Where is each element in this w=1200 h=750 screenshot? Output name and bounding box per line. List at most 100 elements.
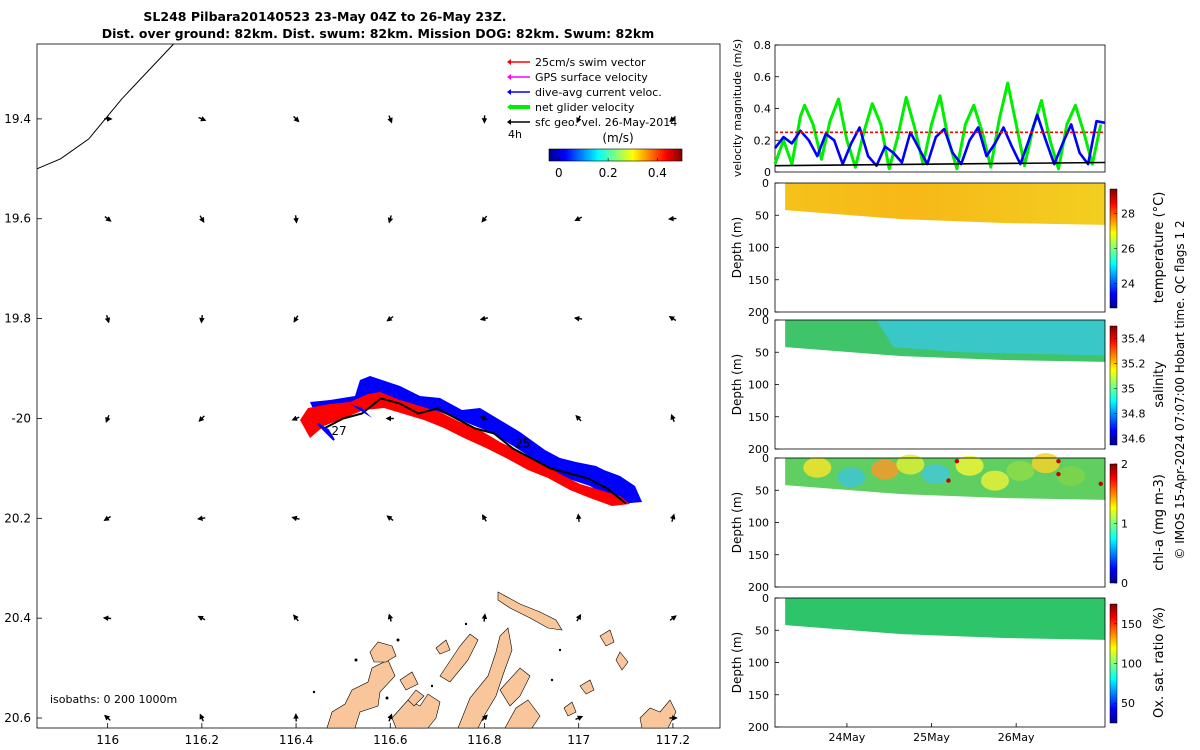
legend-label-0: 25cm/s swim vector xyxy=(535,56,646,69)
legend-label-2: dive-avg current veloc. xyxy=(535,86,662,99)
section-y-tick-label: 150 xyxy=(748,274,769,287)
map-vector-field xyxy=(102,115,678,722)
vector-arrow xyxy=(105,414,111,424)
map-glider-track: 27 25 xyxy=(300,376,642,506)
chl-blob xyxy=(871,459,899,480)
map-y-tick-label: 20.4 xyxy=(4,611,31,625)
section-ylabel-0: Depth (m) xyxy=(730,217,744,278)
vector-arrow xyxy=(575,613,582,622)
map-colorbar-tick-label: 0.2 xyxy=(599,166,618,180)
map-x-tick-label: 117.2 xyxy=(656,733,690,747)
section-x-tick-label: 25May xyxy=(913,731,950,744)
vector-arrow xyxy=(387,613,394,622)
velocity-series-3 xyxy=(774,161,1106,167)
chl-high-point xyxy=(1098,481,1103,486)
vector-arrow xyxy=(481,215,488,223)
chl-blob xyxy=(803,457,832,478)
section-y-tick-label: 200 xyxy=(748,721,769,734)
velocity-axes-box xyxy=(774,44,1106,173)
vector-arrow xyxy=(291,515,300,522)
section-colorbar-1 xyxy=(1109,325,1118,446)
velocity-series-1 xyxy=(773,113,1106,167)
section-colorbar-label-2: chl-a (mg m-3) xyxy=(1152,474,1167,571)
section-y-tick-label: 100 xyxy=(748,379,769,392)
chl-blob xyxy=(896,454,925,475)
section-colorbar-label-3: Ox. sat. ratio (%) xyxy=(1152,607,1167,718)
map-y-tick-label: 19.4 xyxy=(4,112,31,126)
map-y-ticks: 19.4 19.6 19.8 -20 20.2 20.4 20.6 xyxy=(4,112,42,725)
section-x-tick-label: 24May xyxy=(829,731,866,744)
map-panel: SL248 Pilbara20140523 23-May 04Z to 26-M… xyxy=(4,9,721,747)
section-ylabel-1: Depth (m) xyxy=(730,354,744,415)
section-y-tick-label: 100 xyxy=(748,657,769,670)
vector-arrow xyxy=(293,614,299,622)
section-y-tick-label: 150 xyxy=(748,411,769,424)
chl-high-point xyxy=(1056,459,1061,464)
footer-text: © IMOS 15-Apr-2024 07:07:00 Hobart time.… xyxy=(1173,220,1187,559)
map-x-tick-label: 116.2 xyxy=(185,733,219,747)
vector-arrow xyxy=(575,414,582,422)
section-panel-3: 0 50 100 150 200 Depth (m) 50 100 150 Ox. sat. ra… xyxy=(730,592,1167,744)
section-panel-0: 0 50 100 150 200 Depth (m) 24 26 28 temperature (… xyxy=(730,177,1167,319)
map-axes-box xyxy=(36,43,721,729)
section-y-tick-label: 0 xyxy=(762,452,769,465)
section-y-tick-label: 200 xyxy=(748,581,769,594)
section-y-tick-label: 150 xyxy=(748,689,769,702)
map-colorbar-tick-label: 0 xyxy=(555,166,563,180)
section-colorbar-tick-label: 28 xyxy=(1121,208,1135,221)
vector-arrow xyxy=(198,116,207,122)
map-y-tick-label: 20.6 xyxy=(4,711,31,725)
vector-arrow xyxy=(668,215,677,222)
chl-high-point xyxy=(1056,471,1061,477)
vector-arrow xyxy=(575,715,584,721)
map-x-tick-label: 116.4 xyxy=(279,733,313,747)
vector-arrow xyxy=(480,416,488,422)
chl-blob xyxy=(837,467,866,488)
map-y-tick-label: 19.6 xyxy=(4,212,31,226)
vector-arrow xyxy=(291,415,300,421)
vector-arrow xyxy=(104,315,111,324)
section-y-tick-label: 0 xyxy=(762,592,769,605)
vector-arrow xyxy=(576,115,582,124)
vector-arrow xyxy=(293,215,299,224)
section-y-tick-label: 150 xyxy=(748,549,769,562)
vector-arrow xyxy=(668,315,677,322)
section-y-tick-label: 0 xyxy=(762,177,769,190)
vector-arrow xyxy=(103,515,111,521)
vector-arrow xyxy=(670,513,676,522)
section-panel-1: 0 50 100 150 200 Depth (m) 34.6 34.8 35 35.2 35.4 s… xyxy=(730,314,1167,456)
vector-arrow xyxy=(573,315,583,322)
vector-arrow xyxy=(669,615,677,621)
section-colorbar-tick-label: 150 xyxy=(1121,618,1142,631)
track-label-1: 25 xyxy=(515,436,530,450)
vector-arrow xyxy=(386,315,394,322)
legend-label-4: sfc geo. vel. 26-May-2014 xyxy=(535,116,677,129)
map-colorbar: (m/s) 0 0.2 0.4 xyxy=(548,131,683,180)
velocity-y-tick-label: 0 xyxy=(764,166,771,179)
section-colorbar-tick-label: 2 xyxy=(1121,458,1128,471)
map-coastline xyxy=(36,43,174,170)
section-colorbar-tick-label: 24 xyxy=(1121,278,1135,291)
map-land xyxy=(312,591,677,729)
chl-blob xyxy=(1006,460,1035,481)
vector-arrow xyxy=(199,315,205,324)
section-y-tick-label: 0 xyxy=(762,314,769,327)
section-fill-3 xyxy=(785,598,1105,640)
section-colorbar-tick-label: 34.6 xyxy=(1121,433,1146,446)
legend-label-1: GPS surface velocity xyxy=(535,71,648,84)
map-colorbar-gradient xyxy=(548,148,683,162)
legend-side-label: 4h xyxy=(508,128,522,141)
map-y-tick-label: 20.2 xyxy=(4,511,31,525)
velocity-y-tick-label: 0.6 xyxy=(754,71,772,84)
salinity-patch xyxy=(876,320,1105,356)
map-colorbar-ticks: 0 0.2 0.4 xyxy=(555,158,667,180)
vector-arrow xyxy=(669,115,676,123)
map-x-tick-label: 116.8 xyxy=(467,733,501,747)
chl-blob xyxy=(921,464,950,485)
velocity-y-tick-label: 0.2 xyxy=(754,134,772,147)
vector-arrow xyxy=(387,115,393,124)
map-title-line2: Dist. over ground: 82km. Dist. swum: 82k… xyxy=(102,26,655,41)
chl-high-point xyxy=(954,459,960,464)
map-colorbar-title: (m/s) xyxy=(602,131,633,145)
